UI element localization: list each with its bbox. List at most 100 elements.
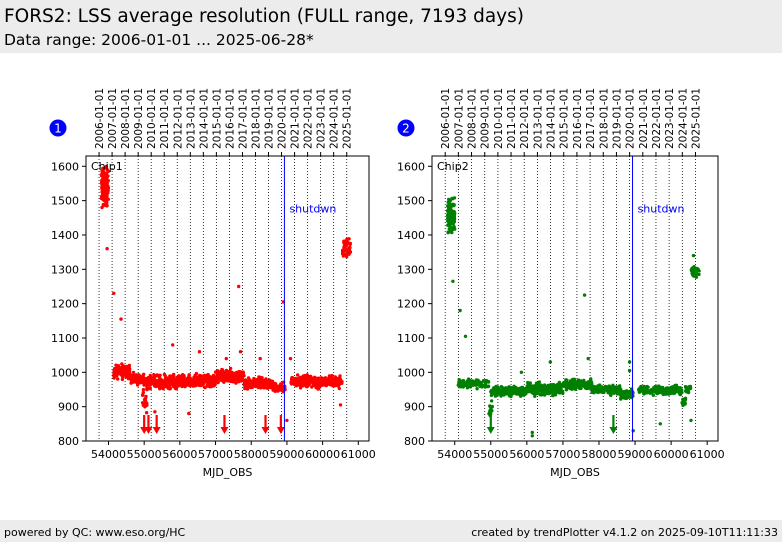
top-date-label: 2021-01-01	[638, 88, 650, 149]
data-point	[305, 384, 309, 389]
data-point	[145, 380, 150, 384]
data-point	[347, 251, 351, 256]
data-point	[238, 350, 243, 354]
data-point	[447, 221, 451, 225]
data-point	[308, 374, 312, 379]
y-tick-label: 900	[58, 401, 79, 414]
top-date-label: 2018-01-01	[598, 88, 610, 149]
data-point	[564, 378, 568, 382]
below-range-arrow	[261, 415, 270, 434]
data-point	[614, 388, 618, 392]
data-point	[448, 198, 453, 202]
data-point	[336, 379, 341, 383]
data-point	[187, 383, 192, 387]
data-point	[162, 372, 167, 377]
data-point	[103, 172, 108, 177]
data-point	[144, 411, 149, 415]
data-point	[509, 390, 514, 394]
data-point	[172, 372, 176, 377]
data-point	[249, 379, 254, 383]
data-point	[497, 392, 502, 396]
shutdown-label: shutdwn	[638, 203, 685, 216]
top-date-label: 2015-01-01	[211, 88, 223, 149]
data-point	[468, 382, 472, 386]
top-date-label: 2006-01-01	[94, 88, 106, 149]
data-point	[488, 405, 493, 409]
top-date-label: 2010-01-01	[493, 88, 505, 149]
top-date-label: 2019-01-01	[264, 88, 276, 149]
data-point	[330, 373, 334, 378]
data-point	[141, 374, 145, 378]
data-point	[459, 385, 463, 389]
data-point	[135, 378, 139, 382]
data-point	[556, 385, 561, 390]
data-point	[168, 386, 173, 391]
y-tick-label: 1000	[397, 366, 425, 379]
data-point	[527, 382, 531, 386]
data-point	[586, 380, 590, 384]
data-point	[209, 379, 213, 384]
arrow-head	[486, 427, 495, 434]
data-point	[460, 381, 464, 385]
data-point	[101, 175, 106, 180]
data-point	[691, 253, 696, 258]
data-point	[645, 385, 649, 389]
data-point	[171, 384, 176, 389]
data-point	[137, 375, 141, 380]
data-point	[252, 376, 256, 381]
data-point	[129, 381, 133, 385]
footer-credit: powered by QC: www.eso.org/HC	[4, 526, 186, 539]
data-point	[131, 370, 136, 375]
data-point	[328, 383, 332, 387]
data-point	[447, 215, 451, 219]
data-point	[627, 368, 632, 373]
data-point	[273, 387, 277, 391]
data-point	[105, 203, 109, 208]
data-point	[697, 272, 701, 277]
arrow-head	[144, 427, 153, 434]
data-point	[463, 334, 468, 338]
data-point	[184, 381, 188, 385]
below-range-arrow	[276, 415, 285, 434]
top-date-label: 2007-01-01	[453, 88, 465, 149]
top-date-label: 2013-01-01	[185, 88, 197, 149]
y-tick-label: 1200	[51, 298, 79, 311]
data-point	[316, 378, 320, 383]
data-point	[571, 377, 575, 382]
data-point	[121, 370, 125, 375]
data-point	[474, 383, 478, 387]
top-date-label: 2023-01-01	[316, 88, 328, 149]
data-point	[475, 387, 479, 391]
x-tick-label: 59000	[618, 448, 653, 461]
arrow-head	[609, 427, 618, 434]
data-point	[558, 382, 562, 387]
data-point	[238, 370, 243, 374]
data-point	[244, 380, 248, 385]
data-point	[611, 386, 616, 390]
data-point	[317, 384, 321, 388]
panel-badge	[49, 119, 67, 137]
data-point	[683, 401, 687, 406]
data-point	[305, 373, 309, 377]
y-tick-label: 1100	[51, 332, 79, 345]
data-point	[548, 360, 552, 364]
chart-panel-2: shutdwn Chip2 800 900 1000 1100 1200 1300 1400 15…	[397, 88, 725, 479]
y-tick-label: 1300	[51, 263, 79, 276]
data-point	[534, 381, 539, 385]
chart-panel-1: shutdwnChip18009001000110012001300140015…	[49, 88, 376, 479]
data-point	[338, 374, 342, 378]
data-point	[557, 391, 562, 395]
top-date-label: 2019-01-01	[611, 88, 623, 149]
data-point	[157, 374, 161, 378]
data-point	[106, 188, 110, 193]
data-point	[201, 379, 205, 383]
top-date-label: 2021-01-01	[290, 88, 302, 149]
data-point	[170, 381, 174, 386]
data-point	[582, 293, 587, 297]
data-point	[206, 372, 210, 377]
data-point	[153, 410, 157, 414]
top-date-label: 2011-01-01	[159, 88, 171, 149]
data-point	[161, 386, 165, 391]
data-point	[448, 224, 452, 228]
data-point	[519, 370, 524, 374]
